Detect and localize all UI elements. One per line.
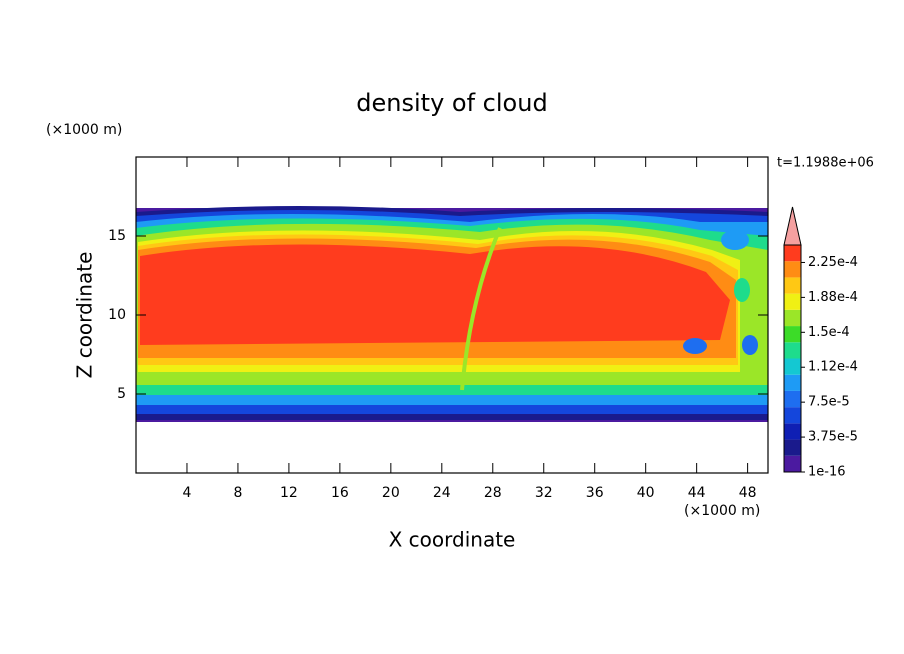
colorbar-band xyxy=(784,390,801,408)
y-tick-label: 15 xyxy=(108,228,126,244)
colorbar-band xyxy=(784,326,801,343)
colorbar-frame xyxy=(783,244,802,473)
colorbar-band xyxy=(784,277,801,294)
colorbar-tick-label: 1e-16 xyxy=(808,465,846,480)
colorbar-band xyxy=(784,261,801,278)
colorbar-band xyxy=(784,342,801,359)
colorbar-band xyxy=(784,423,801,440)
x-unit: (×1000 m) xyxy=(684,503,760,519)
x-tick-label: 44 xyxy=(688,485,706,501)
colorbar-tick-label: 1.12e-4 xyxy=(808,360,858,375)
colorbar-band xyxy=(784,407,801,424)
colorbar-tick-label: 3.75e-5 xyxy=(808,430,858,445)
x-tick-label: 20 xyxy=(382,485,400,501)
x-axis-title: X coordinate xyxy=(389,528,516,552)
y-axis-title: Z coordinate xyxy=(73,252,97,379)
time-annotation: t=1.1988e+06 xyxy=(777,156,874,171)
colorbar-band xyxy=(784,309,801,327)
colorbar-tick-label: 1.88e-4 xyxy=(808,290,858,305)
colorbar-extend xyxy=(783,206,802,246)
x-tick-label: 8 xyxy=(233,485,242,501)
colorbar-band xyxy=(784,455,801,472)
x-tick-label: 28 xyxy=(484,485,502,501)
colorbar-band xyxy=(784,245,801,262)
x-tick-label: 40 xyxy=(637,485,655,501)
colorbar-band xyxy=(784,293,801,310)
colorbar-band xyxy=(784,358,801,375)
x-tick-label: 4 xyxy=(183,485,192,501)
colorbar-tick-label: 2.25e-4 xyxy=(808,255,858,270)
x-tick-label: 12 xyxy=(280,485,298,501)
chart-title: density of cloud xyxy=(356,89,547,117)
x-tick-label: 24 xyxy=(433,485,451,501)
x-tick-label: 36 xyxy=(586,485,604,501)
contour-field xyxy=(136,206,768,422)
x-tick-label: 32 xyxy=(535,485,553,501)
colorbar-tick-label: 1.5e-4 xyxy=(808,325,850,340)
colorbar-tick-label: 7.5e-5 xyxy=(808,395,850,410)
y-unit: (×1000 m) xyxy=(46,122,122,138)
x-tick-label: 48 xyxy=(739,485,757,501)
colorbar-band xyxy=(784,439,801,456)
y-tick-label: 5 xyxy=(117,386,126,402)
x-tick-label: 16 xyxy=(331,485,349,501)
y-tick-label: 10 xyxy=(108,307,126,323)
colorbar-band xyxy=(784,374,801,391)
